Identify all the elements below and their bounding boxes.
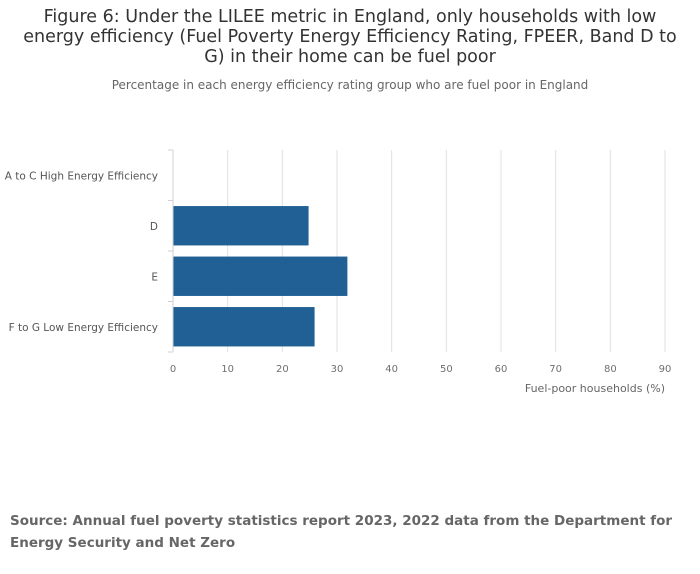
x-axis-title: Fuel-poor households (%) [525, 382, 665, 395]
chart-title: Figure 6: Under the LILEE metric in Engl… [23, 7, 677, 67]
bar: D: 24.8% [173, 206, 309, 246]
source-note: Source: Annual fuel poverty statistics r… [10, 513, 673, 551]
y-category-label: E [151, 271, 158, 283]
x-tick-label: 70 [549, 364, 562, 375]
y-category-label: D [150, 221, 158, 233]
axes: 0 10 20 30 40 50 60 70 80 90 A to C High Energy Ef… [5, 149, 672, 375]
chart-subtitle: Percentage in each energy efficiency rat… [111, 78, 589, 92]
x-tick-label: 0 [170, 364, 176, 375]
bars: D: 24.8% E: 31.9% F to G Low Energy Effici… [173, 206, 348, 347]
x-tick-label: 40 [385, 364, 398, 375]
bar: E: 31.9% [173, 256, 348, 296]
x-tick-label: 10 [221, 364, 234, 375]
x-tick-label: 20 [276, 364, 289, 375]
x-tick-label: 50 [440, 364, 453, 375]
x-tick-label: 90 [659, 364, 672, 375]
x-tick-label: 30 [331, 364, 344, 375]
bar: F to G Low Energy Efficiency: 25.9% [173, 307, 315, 347]
y-category-label: A to C High Energy Efficiency [5, 170, 158, 182]
x-tick-label: 60 [495, 364, 508, 375]
y-category-label: F to G Low Energy Efficiency [9, 322, 158, 334]
x-tick-label: 80 [604, 364, 617, 375]
